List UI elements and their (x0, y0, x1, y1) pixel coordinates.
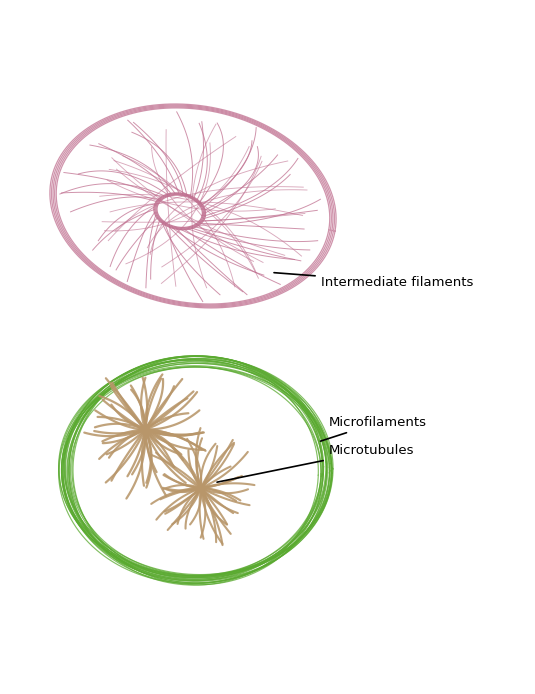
Text: Microtubules: Microtubules (217, 444, 414, 482)
Text: Intermediate filaments: Intermediate filaments (274, 273, 473, 289)
Text: Microfilaments: Microfilaments (320, 416, 427, 441)
